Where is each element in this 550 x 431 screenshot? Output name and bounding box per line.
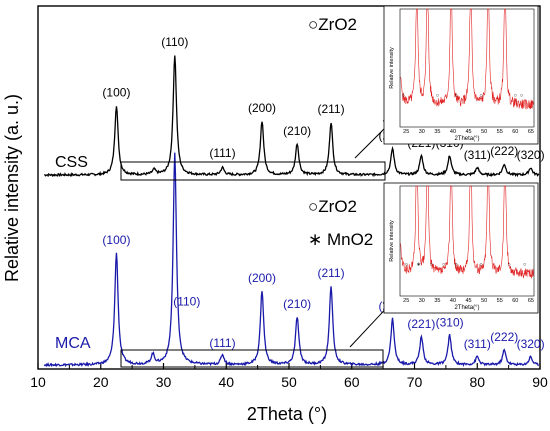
peak-label: (222) — [490, 330, 518, 344]
inset-phase-marker: ○ — [479, 262, 482, 268]
peak-label: (111) — [209, 336, 235, 350]
inset-phase-marker: ○ — [520, 93, 523, 99]
peak-label: (110) — [161, 35, 188, 49]
x-tick-label: 10 — [30, 374, 46, 390]
peak-label: (311) — [464, 337, 491, 351]
peak-label: (320) — [517, 148, 545, 162]
x-tick-label: 90 — [532, 374, 548, 390]
inset-tick-label: 35 — [434, 129, 440, 135]
mca-peak-labels: (100)(110)(111)(200)(210)(211)(220)(221)… — [102, 233, 544, 351]
inset-plot-frame — [399, 185, 535, 297]
peak-label: (200) — [248, 271, 276, 285]
peak-label: (110) — [173, 295, 200, 309]
inset-x-label: 2Theta(°) — [454, 136, 479, 142]
x-tick-label: 80 — [469, 374, 485, 390]
inset-tick-label: 40 — [450, 298, 456, 304]
css-phase-legend: ○ZrO2 — [308, 15, 357, 34]
peak-label: (320) — [517, 337, 545, 351]
series-css-line — [44, 55, 540, 178]
inset-tick-label: 65 — [528, 129, 534, 135]
inset-phase-marker: ○ — [436, 93, 439, 99]
peak-label: (100) — [102, 85, 130, 99]
peak-label: (111) — [209, 146, 235, 160]
inset-phase-marker: ○ — [454, 262, 457, 268]
peak-label: (100) — [102, 233, 130, 247]
inset-css: 25 30 35 40 45 50 55 60 65 2Theta(°) Relative inte… — [383, 5, 539, 145]
inset-trace — [400, 8, 534, 110]
y-axis-label: Relative intensity (a. u.) — [2, 94, 22, 282]
peak-label: (310) — [436, 315, 464, 329]
inset-phase-marker: ∗ — [416, 262, 421, 268]
inset-phase-marker: ○ — [479, 93, 482, 99]
series-mca-line — [43, 152, 539, 368]
inset-tick-label: 25 — [403, 298, 409, 304]
inset-tick-label: 60 — [512, 298, 518, 304]
inset-frame — [383, 182, 539, 314]
inset-phase-marker: ○ — [405, 262, 408, 268]
x-tick-label: 20 — [93, 374, 109, 390]
peak-label: (221) — [407, 317, 435, 331]
inset-phase-marker: ○ — [429, 262, 432, 268]
inset-plot-frame — [399, 8, 535, 128]
peak-label: (311) — [464, 148, 491, 162]
inset-tick-label: 30 — [419, 129, 425, 135]
inset-tick-label: 45 — [465, 129, 471, 135]
x-tick-label: 30 — [156, 374, 172, 390]
inset-tick-label: 55 — [497, 298, 503, 304]
peak-label: (211) — [317, 266, 344, 280]
inset-phase-marker: ○ — [507, 262, 510, 268]
inset-tick-label: 50 — [481, 298, 487, 304]
inset-phase-marker: ○ — [442, 262, 445, 268]
x-axis-label: 2Theta (°) — [247, 404, 327, 424]
x-tick-label: 70 — [407, 374, 423, 390]
series-name-mca: MCA — [55, 335, 91, 352]
inset-mca: 25 30 35 40 45 50 55 60 65 2Theta(°) Relative inte… — [383, 182, 539, 314]
inset-tick-label: 60 — [512, 129, 518, 135]
x-tick-label: 60 — [344, 374, 360, 390]
inset-frame — [383, 5, 539, 145]
inset-tick-label: 30 — [419, 298, 425, 304]
inset-phase-marker: ○ — [401, 93, 404, 99]
inset-tick-label: 40 — [450, 129, 456, 135]
inset-phase-marker: ○ — [514, 93, 517, 99]
series-name-css: CSS — [55, 154, 88, 171]
css-zoom-box — [120, 161, 386, 181]
inset-tick-label: 35 — [434, 298, 440, 304]
peak-label: (210) — [283, 297, 311, 311]
inset-tick-label: 25 — [403, 129, 409, 135]
x-tick-label: 50 — [281, 374, 297, 390]
inset-tick-label: 50 — [481, 129, 487, 135]
inset-x-label: 2Theta(°) — [454, 305, 479, 311]
peak-label: (211) — [317, 102, 344, 116]
inset-tick-label: 45 — [465, 298, 471, 304]
inset-phase-marker: ○ — [454, 93, 457, 99]
inset-tick-label: 65 — [528, 298, 534, 304]
peak-label: (222) — [490, 144, 518, 158]
x-axis: 10 20 30 40 50 60 70 80 90 — [30, 363, 548, 390]
peak-label: (200) — [248, 101, 276, 115]
x-tick-label: 40 — [218, 374, 234, 390]
mca-phase-legend-zro2: ○ZrO2 — [308, 197, 357, 216]
inset-y-label: Relative intensity — [389, 220, 395, 262]
mca-zoom-box — [120, 349, 384, 368]
mca-phase-legend-mno2: ∗ MnO2 — [308, 230, 373, 249]
inset-phase-marker: ○ — [523, 262, 526, 268]
inset-y-label: Relative intensity — [389, 47, 395, 89]
inset-trace — [400, 185, 534, 279]
peak-label: (210) — [283, 124, 311, 138]
inset-tick-label: 55 — [497, 129, 503, 135]
